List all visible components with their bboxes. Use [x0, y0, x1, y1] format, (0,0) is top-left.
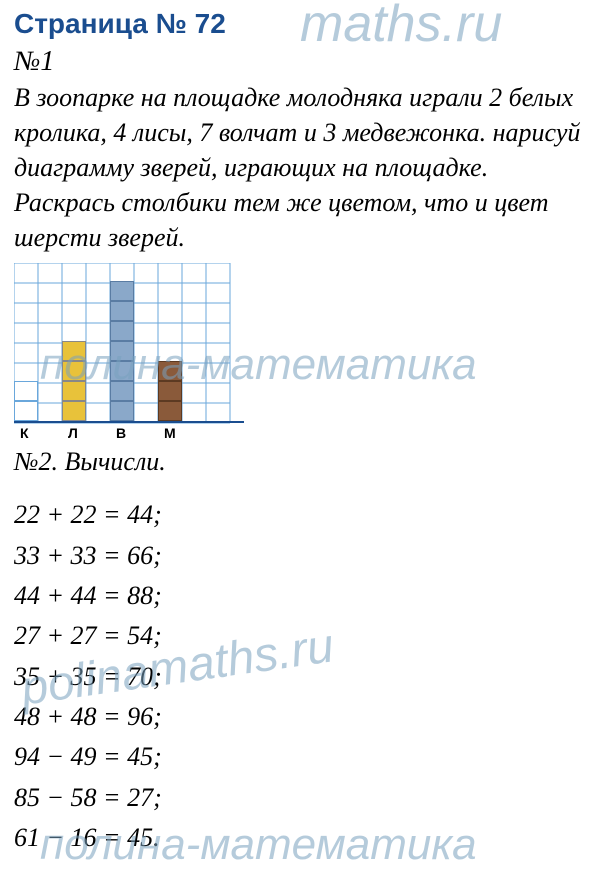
problem-2-heading: №2. Вычисли. — [14, 447, 586, 477]
equation-2: 33 + 33 = 66; — [14, 536, 586, 576]
axis-label-Л: Л — [68, 425, 78, 441]
bar-chart: КЛВМ — [14, 263, 244, 443]
bar-Л — [62, 341, 86, 421]
page-title: Страница № 72 — [14, 8, 586, 40]
problem-2-title: Вычисли. — [65, 447, 166, 476]
equation-5: 35 + 35 = 70; — [14, 657, 586, 697]
bar-В — [110, 281, 134, 421]
equation-1: 22 + 22 = 44; — [14, 495, 586, 535]
equation-7: 94 − 49 = 45; — [14, 737, 586, 777]
problem-1-number: №1 — [14, 46, 586, 78]
equations-list: 22 + 22 = 44;33 + 33 = 66;44 + 44 = 88;2… — [14, 495, 586, 858]
axis-label-К: К — [20, 425, 29, 441]
equation-9: 61 − 16 = 45. — [14, 818, 586, 858]
chart-baseline — [14, 421, 244, 423]
equation-4: 27 + 27 = 54; — [14, 616, 586, 656]
axis-label-М: М — [164, 425, 176, 441]
equation-8: 85 − 58 = 27; — [14, 778, 586, 818]
equation-3: 44 + 44 = 88; — [14, 576, 586, 616]
equation-6: 48 + 48 = 96; — [14, 697, 586, 737]
axis-label-В: В — [116, 425, 126, 441]
bar-М — [158, 361, 182, 421]
bar-К — [14, 381, 38, 421]
problem-2-number: №2. — [14, 447, 58, 476]
problem-1-text: В зоопарке на площадке молодняка играли … — [14, 80, 586, 255]
